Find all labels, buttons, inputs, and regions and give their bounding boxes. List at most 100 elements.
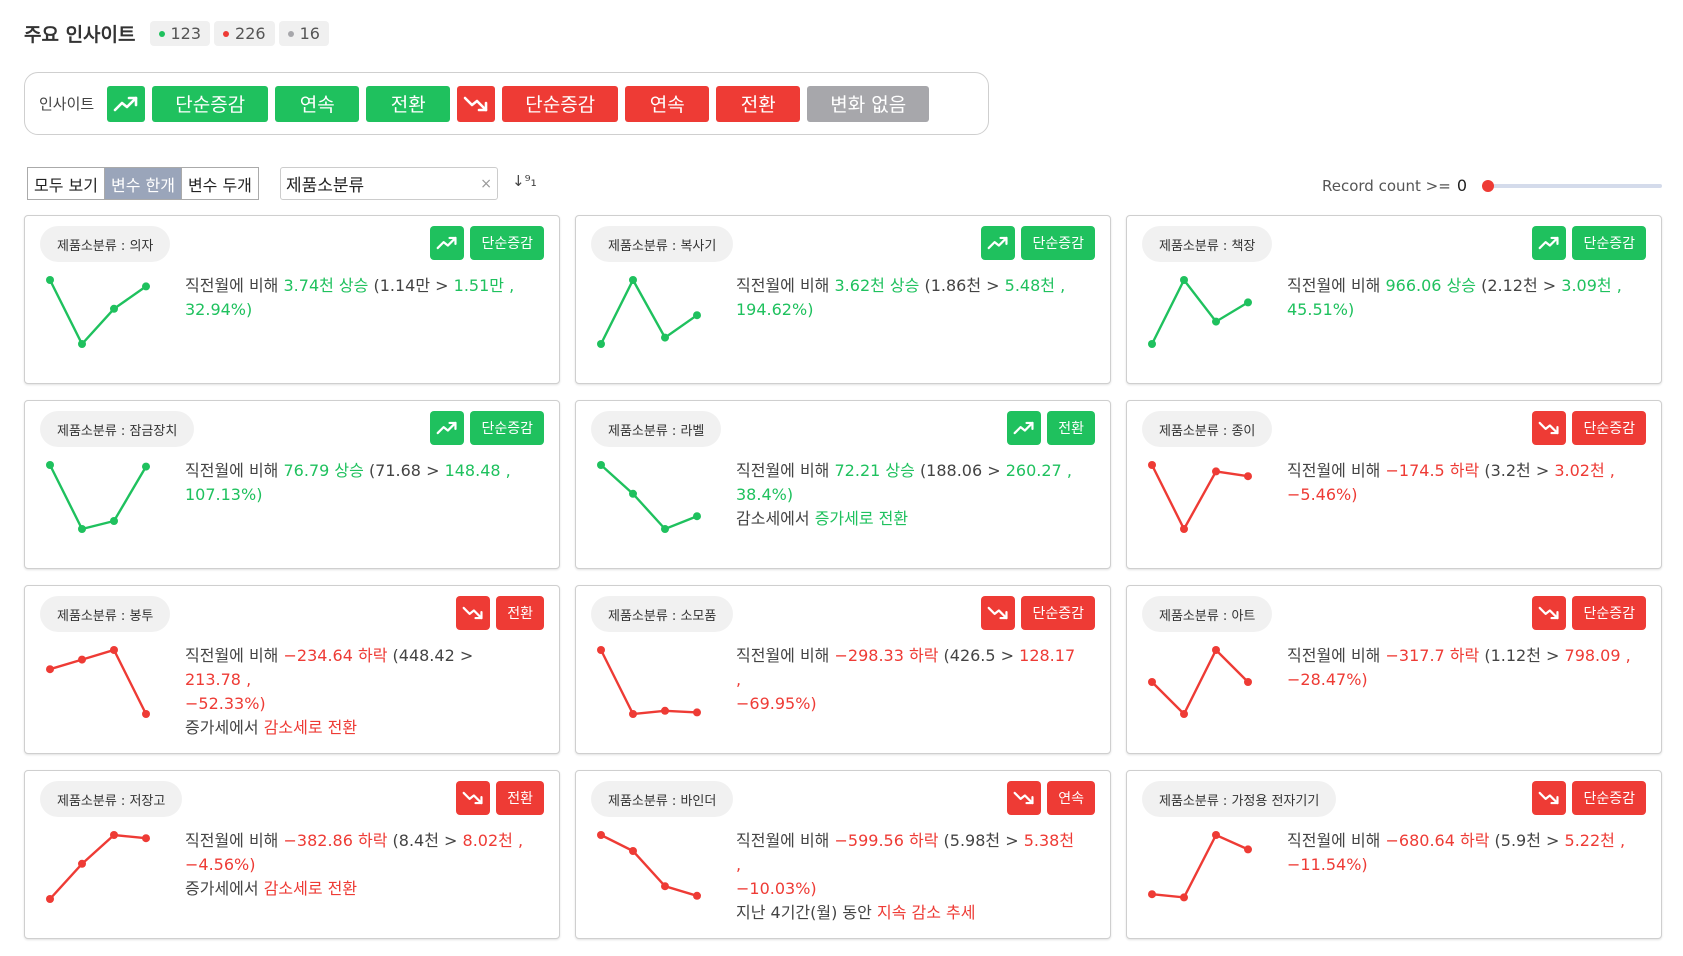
insight-description: 직전월에 비해 −382.86 하락 (8.4천 > 8.02천 , −4.56%… [185, 829, 533, 901]
insight-card[interactable]: 제품소분류 : 아트 단순증감 직전월에 비해 −317.7 하락 (1.12천 >… [1126, 585, 1662, 754]
change-value: 72.21 상승 [834, 461, 915, 480]
insight-filter-bar: 인사이트 단순증감 연속 전환 단순증감 연속 전환 변화 없음 [24, 72, 989, 135]
insight-card[interactable]: 제품소분류 : 저장고 전환 직전월에 비해 −382.86 하락 (8.4천 > … [24, 770, 560, 939]
tab-all[interactable]: 모두 보기 [28, 168, 105, 199]
clear-icon[interactable]: × [480, 175, 492, 192]
sparkline-point [110, 646, 118, 654]
search-input[interactable] [286, 173, 466, 194]
insight-card[interactable]: 제품소분류 : 종이 단순증감 직전월에 비해 −174.5 하락 (3.2천 > … [1126, 400, 1662, 569]
percent-change: 38.4%) [736, 485, 794, 504]
change-value: −317.7 하락 [1385, 646, 1480, 665]
sparkline-point [1244, 472, 1252, 481]
percent-change: −5.46%) [1287, 485, 1358, 504]
sparkline-point [661, 706, 669, 715]
trend-down-icon [1007, 781, 1042, 815]
filter-down-reversal-button[interactable]: 전환 [716, 85, 801, 122]
to-value: 3.02천 , [1554, 461, 1615, 480]
card-variable-tag: 제품소분류 : 아트 [1142, 596, 1273, 632]
card-badges: 연속 [1007, 781, 1095, 815]
insight-card[interactable]: 제품소분류 : 가정용 전자기기 단순증감 직전월에 비해 −680.64 하락 (… [1126, 770, 1662, 939]
trend-down-icon[interactable] [457, 85, 496, 122]
insight-card[interactable]: 제품소분류 : 봉투 전환 직전월에 비해 −234.64 하락 (448.42 >… [24, 585, 560, 754]
trend-up-icon [1532, 226, 1567, 260]
insight-description: 직전월에 비해 −298.33 하락 (426.5 > 128.17 , −69.… [736, 644, 1084, 716]
sparkline-series [1151, 833, 1249, 899]
sparkline-point [110, 517, 118, 525]
sparkline-point [142, 282, 150, 291]
arrow-icon: > [982, 461, 1006, 480]
sparkline-point [1180, 710, 1188, 718]
sparkline-point [1180, 276, 1188, 284]
sparkline-chart [1148, 646, 1252, 718]
card-variable-tag: 제품소분류 : 소모품 [591, 596, 734, 632]
sparkline-chart [597, 461, 701, 533]
sparkline-point [1148, 890, 1156, 899]
card-variable-tag: 제품소분류 : 가정용 전자기기 [1142, 781, 1337, 817]
insight-type-badge: 단순증감 [1572, 781, 1646, 815]
description-lead: 직전월에 비해 [736, 461, 835, 480]
sparkline-series [600, 464, 698, 531]
card-variable-tag: 제품소분류 : 잠금장치 [40, 411, 195, 447]
trend-down-icon [1532, 781, 1567, 815]
card-badges: 단순증감 [981, 226, 1095, 260]
arrow-icon: > [995, 646, 1020, 665]
description-lead: 직전월에 비해 [185, 461, 284, 480]
sparkline-point [1244, 845, 1252, 854]
card-badges: 전환 [456, 781, 544, 815]
filter-up-continuous-button[interactable]: 연속 [275, 85, 360, 122]
tab-two-variables[interactable]: 변수 두개 [187, 175, 252, 195]
sparkline-chart [46, 646, 150, 718]
filter-up-reversal-button[interactable]: 전환 [366, 85, 451, 122]
to-value: 1.51만 , [453, 276, 515, 295]
arrow-icon: > [1530, 461, 1555, 480]
percent-change: −4.56%) [185, 855, 256, 874]
sparkline-point [78, 859, 86, 868]
insight-card[interactable]: 제품소분류 : 라벨 전환 직전월에 비해 72.21 상승 (188.06 > 2… [575, 400, 1111, 569]
insight-card-grid: 제품소분류 : 의자 단순증감 직전월에 비해 3.74천 상승 (1.14만 > … [24, 215, 1662, 939]
slider-handle[interactable] [1482, 180, 1494, 192]
percent-change: 32.94%) [185, 300, 253, 319]
sparkline-point [661, 882, 669, 891]
card-variable-tag: 제품소분류 : 바인더 [591, 781, 734, 817]
insight-type-badge: 단순증감 [470, 411, 544, 445]
filter-up-simple-button[interactable]: 단순증감 [152, 85, 269, 122]
view-tabs: 모두 보기 변수 한개 변수 두개 [27, 167, 259, 200]
trend-up-icon [430, 226, 465, 260]
filter-down-continuous-button[interactable]: 연속 [625, 85, 710, 122]
insight-card[interactable]: 제품소분류 : 책장 단순증감 직전월에 비해 966.06 상승 (2.12천 >… [1126, 215, 1662, 384]
down-dot-icon [223, 30, 230, 37]
sparkline-series [49, 833, 147, 900]
arrow-icon: > [1540, 646, 1565, 665]
insight-type-badge: 단순증감 [1021, 596, 1095, 630]
description-lead: 직전월에 비해 [736, 831, 835, 850]
from-value: (426.5 [943, 646, 996, 665]
insight-card[interactable]: 제품소분류 : 복사기 단순증감 직전월에 비해 3.62천 상승 (1.86천 >… [575, 215, 1111, 384]
card-variable-tag: 제품소분류 : 라벨 [591, 411, 722, 447]
sparkline-point [693, 512, 701, 521]
filter-no-change-button[interactable]: 변화 없음 [807, 85, 930, 122]
insight-card[interactable]: 제품소분류 : 의자 단순증감 직전월에 비해 3.74천 상승 (1.14만 > … [24, 215, 560, 384]
description-lead: 직전월에 비해 [1287, 461, 1386, 480]
arrow-icon: > [1000, 831, 1024, 850]
trend-prefix: 증가세에서 [185, 879, 264, 898]
sparkline-series [599, 649, 698, 716]
trend-up-icon[interactable] [107, 85, 146, 122]
insight-description: 직전월에 비해 −234.64 하락 (448.42 > 213.78 , −52… [185, 644, 533, 740]
percent-change: −28.47%) [1287, 670, 1368, 689]
sort-icon[interactable]: ↓⁹₁ [512, 172, 537, 190]
sparkline-point [693, 311, 701, 320]
sparkline-point [110, 304, 118, 313]
tab-one-variable[interactable]: 변수 한개 [104, 168, 182, 199]
sparkline-series [599, 277, 698, 345]
insight-card[interactable]: 제품소분류 : 바인더 연속 직전월에 비해 −599.56 하락 (5.98천 >… [575, 770, 1111, 939]
to-value: 8.02천 , [462, 831, 524, 850]
change-value: 966.06 상승 [1385, 276, 1477, 295]
trend-up-icon [981, 226, 1016, 260]
sparkline-series [1151, 647, 1249, 717]
filter-down-simple-button[interactable]: 단순증감 [502, 85, 619, 122]
insight-card[interactable]: 제품소분류 : 잠금장치 단순증감 직전월에 비해 76.79 상승 (71.68 … [24, 400, 560, 569]
card-variable-tag: 제품소분류 : 책장 [1142, 226, 1273, 262]
record-count-slider[interactable] [1482, 180, 1662, 192]
trend-down-icon [456, 596, 491, 630]
